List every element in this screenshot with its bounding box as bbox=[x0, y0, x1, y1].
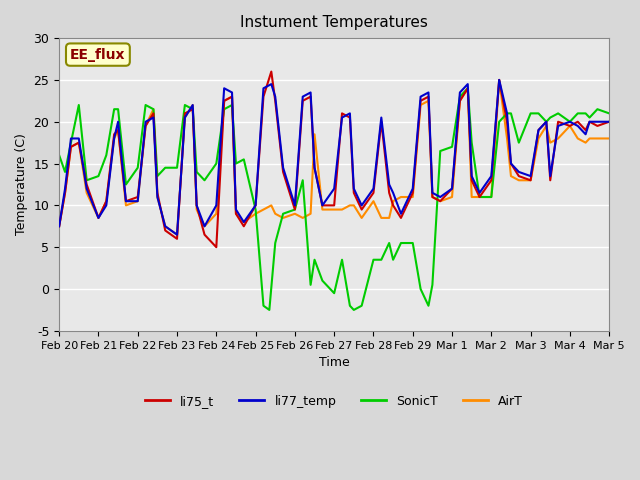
X-axis label: Time: Time bbox=[319, 356, 349, 369]
Title: Instument Temperatures: Instument Temperatures bbox=[240, 15, 428, 30]
Legend: li75_t, li77_temp, SonicT, AirT: li75_t, li77_temp, SonicT, AirT bbox=[140, 390, 528, 413]
Y-axis label: Temperature (C): Temperature (C) bbox=[15, 133, 28, 235]
Text: EE_flux: EE_flux bbox=[70, 48, 125, 61]
